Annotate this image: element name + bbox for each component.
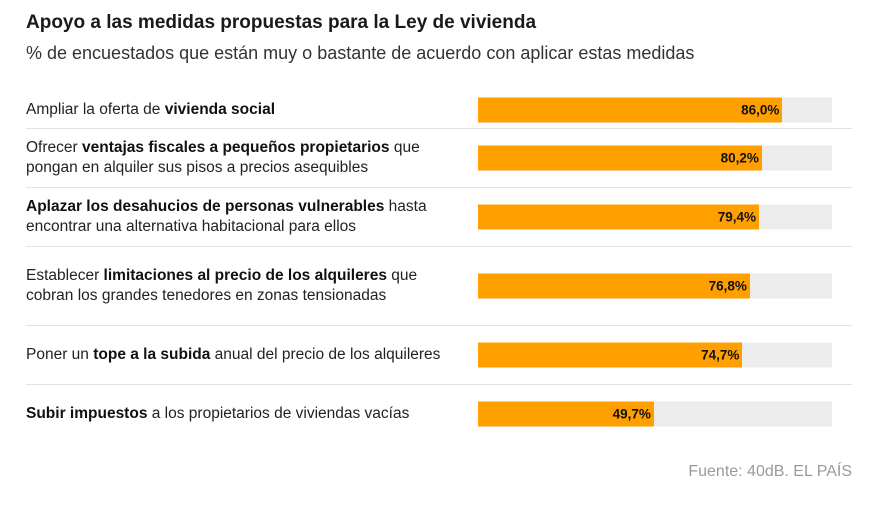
bar-value-label: 80,2%	[720, 150, 759, 166]
bar: 74,7%	[478, 342, 743, 368]
category-label: Aplazar los desahucios de personas vulne…	[26, 197, 446, 237]
category-label-text: que cobran los grandes tenedores en zona…	[26, 267, 418, 304]
bar-row: Ampliar la oferta de vivienda social 86,0…	[26, 92, 852, 129]
bar-value-label: 74,7%	[701, 347, 740, 363]
bar-value-label: 76,8%	[708, 278, 747, 294]
category-label-bold: Subir impuestos	[26, 405, 148, 422]
bar-track: 86,0%	[478, 97, 832, 123]
bar-track: 49,7%	[478, 401, 832, 427]
bar: 80,2%	[478, 145, 762, 171]
category-label-bold: vivienda social	[164, 101, 275, 118]
bar: 86,0%	[478, 97, 783, 123]
category-label-bold: ventajas fiscales a pequeños propietario…	[81, 139, 390, 156]
bar-track: 74,7%	[478, 342, 832, 368]
bar: 49,7%	[478, 401, 654, 427]
category-label-bold: limitaciones al precio de los alquileres	[103, 267, 387, 284]
category-label: Establecer limitaciones al precio de los…	[26, 266, 446, 306]
bar-row: Aplazar los desahucios de personas vulne…	[26, 188, 852, 247]
bar-track: 79,4%	[478, 204, 832, 230]
bar-value-label: 49,7%	[612, 406, 651, 422]
bar-row: Ofrecer ventajas fiscales a pequeños pro…	[26, 129, 852, 188]
bar-chart: Ampliar la oferta de vivienda social 86,0…	[26, 92, 852, 443]
category-label-text: Ampliar la oferta de	[26, 101, 165, 118]
category-label-bold: tope a la subida	[93, 346, 211, 363]
bar-value-label: 86,0%	[741, 102, 780, 118]
category-label: Poner un tope a la subida anual del prec…	[26, 345, 446, 365]
bar: 76,8%	[478, 273, 750, 299]
category-label: Subir impuestos a los propietarios de vi…	[26, 404, 446, 424]
category-label-text: Ofrecer	[26, 139, 82, 156]
category-label-bold: Aplazar los desahucios de personas vulne…	[26, 198, 385, 215]
chart-subtitle: % de encuestados que están muy o bastant…	[26, 43, 695, 63]
bar-track: 76,8%	[478, 273, 832, 299]
category-label: Ofrecer ventajas fiscales a pequeños pro…	[26, 138, 446, 178]
category-label-text: que pongan en alquiler sus pisos a preci…	[26, 139, 420, 176]
category-label-text: anual del precio de los alquileres	[210, 346, 441, 363]
category-label-text: Establecer	[26, 267, 104, 284]
chart-title: Apoyo a las medidas propuestas para la L…	[26, 12, 537, 33]
bar-row: Subir impuestos a los propietarios de vi…	[26, 385, 852, 443]
bar-track: 80,2%	[478, 145, 832, 171]
category-label-text: hasta encontrar una alternativa habitaci…	[26, 198, 427, 235]
source-note: Fuente: 40dB. EL PAÍS	[688, 463, 852, 480]
category-label: Ampliar la oferta de vivienda social	[26, 100, 446, 120]
bar-row: Establecer limitaciones al precio de los…	[26, 247, 852, 326]
bar-value-label: 79,4%	[717, 209, 757, 225]
category-label-text: a los propietarios de viviendas vacías	[147, 405, 410, 422]
category-label-text: Poner un	[26, 346, 94, 363]
bar: 79,4%	[478, 204, 760, 230]
bar-row: Poner un tope a la subida anual del prec…	[26, 326, 852, 385]
